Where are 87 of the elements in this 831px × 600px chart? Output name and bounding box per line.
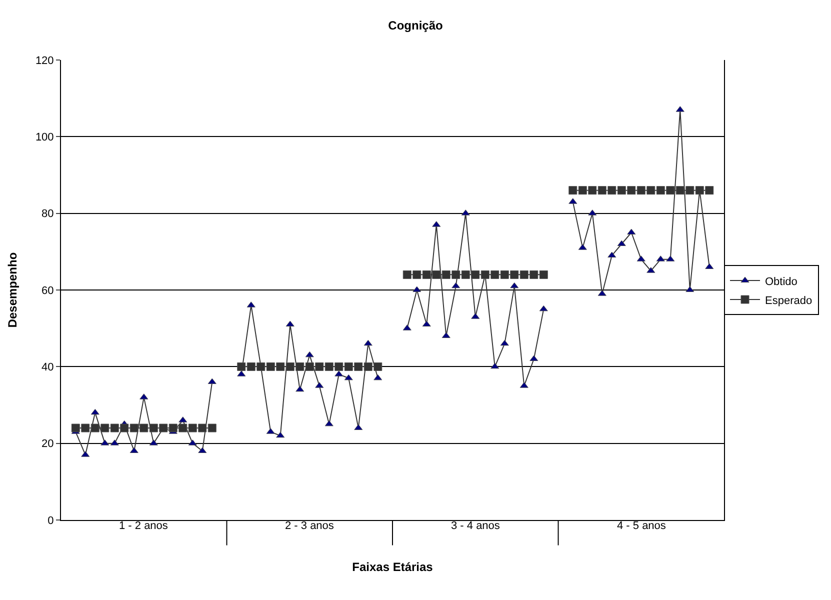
point bbox=[120, 424, 129, 432]
point bbox=[666, 186, 675, 195]
point bbox=[237, 362, 246, 371]
point bbox=[374, 362, 382, 371]
point bbox=[598, 186, 606, 195]
point bbox=[490, 270, 500, 279]
point bbox=[432, 270, 441, 279]
point bbox=[402, 270, 412, 279]
point bbox=[149, 424, 158, 432]
point bbox=[530, 270, 538, 279]
annotation: 2 - 3 anos bbox=[285, 520, 334, 532]
point bbox=[208, 424, 216, 432]
y-axis-title: Desempenho bbox=[6, 252, 20, 328]
x-axis-title: Faixas Etárias bbox=[352, 560, 434, 574]
chart-title: Cognição bbox=[388, 18, 443, 32]
y-tick-label: 80 bbox=[42, 208, 54, 220]
point bbox=[412, 270, 422, 279]
point bbox=[627, 186, 636, 195]
point bbox=[695, 186, 704, 195]
point bbox=[636, 186, 646, 195]
point bbox=[178, 424, 188, 432]
point bbox=[305, 351, 314, 358]
point bbox=[305, 362, 314, 371]
point bbox=[617, 186, 626, 195]
point bbox=[452, 282, 460, 288]
y-tick-label: 20 bbox=[42, 438, 54, 450]
point bbox=[100, 424, 110, 432]
y-tick-label: 60 bbox=[42, 284, 54, 297]
point bbox=[461, 270, 470, 279]
point bbox=[286, 362, 294, 371]
point bbox=[296, 386, 304, 392]
point bbox=[344, 374, 353, 380]
point bbox=[510, 270, 519, 279]
point bbox=[705, 186, 714, 195]
point bbox=[490, 362, 500, 369]
point bbox=[159, 424, 168, 432]
point bbox=[266, 362, 275, 371]
point bbox=[276, 362, 285, 371]
y-tick-label: 120 bbox=[35, 54, 54, 67]
point bbox=[334, 362, 344, 371]
point bbox=[656, 186, 665, 195]
point bbox=[324, 362, 334, 371]
point bbox=[608, 186, 616, 195]
point bbox=[471, 270, 480, 279]
point bbox=[198, 424, 207, 432]
point bbox=[510, 282, 519, 288]
annotation: 3 - 4 anos bbox=[451, 520, 500, 532]
point bbox=[130, 424, 138, 432]
point bbox=[500, 340, 509, 346]
legend-label: Esperado bbox=[765, 294, 812, 307]
point bbox=[422, 270, 431, 279]
point bbox=[90, 408, 100, 415]
point bbox=[168, 424, 178, 432]
point bbox=[539, 305, 548, 312]
legend-label: Obtido bbox=[765, 276, 798, 288]
point bbox=[442, 270, 450, 279]
point bbox=[568, 186, 578, 195]
point bbox=[188, 424, 197, 432]
point bbox=[315, 362, 324, 371]
point bbox=[686, 186, 694, 195]
point bbox=[364, 340, 372, 346]
point bbox=[452, 270, 460, 279]
y-tick-label: 0 bbox=[48, 514, 54, 527]
point bbox=[81, 424, 90, 432]
point bbox=[246, 362, 256, 371]
annotation: 1 - 2 anos bbox=[119, 520, 168, 532]
point bbox=[588, 186, 597, 195]
point bbox=[646, 186, 656, 195]
annotation: 4 - 5 anos bbox=[617, 520, 666, 532]
point bbox=[296, 362, 304, 371]
point bbox=[676, 186, 684, 195]
point bbox=[90, 424, 100, 432]
point bbox=[354, 362, 363, 371]
point bbox=[344, 362, 353, 371]
point bbox=[140, 424, 148, 432]
point bbox=[500, 270, 509, 279]
point bbox=[324, 420, 334, 426]
point bbox=[110, 424, 119, 432]
point bbox=[374, 374, 382, 380]
point bbox=[364, 362, 372, 371]
y-tick-label: 100 bbox=[35, 132, 54, 144]
point bbox=[520, 270, 528, 279]
point bbox=[71, 424, 80, 432]
point bbox=[578, 186, 587, 195]
y-tick-label: 40 bbox=[42, 362, 54, 374]
point bbox=[276, 432, 285, 438]
point bbox=[539, 270, 548, 279]
